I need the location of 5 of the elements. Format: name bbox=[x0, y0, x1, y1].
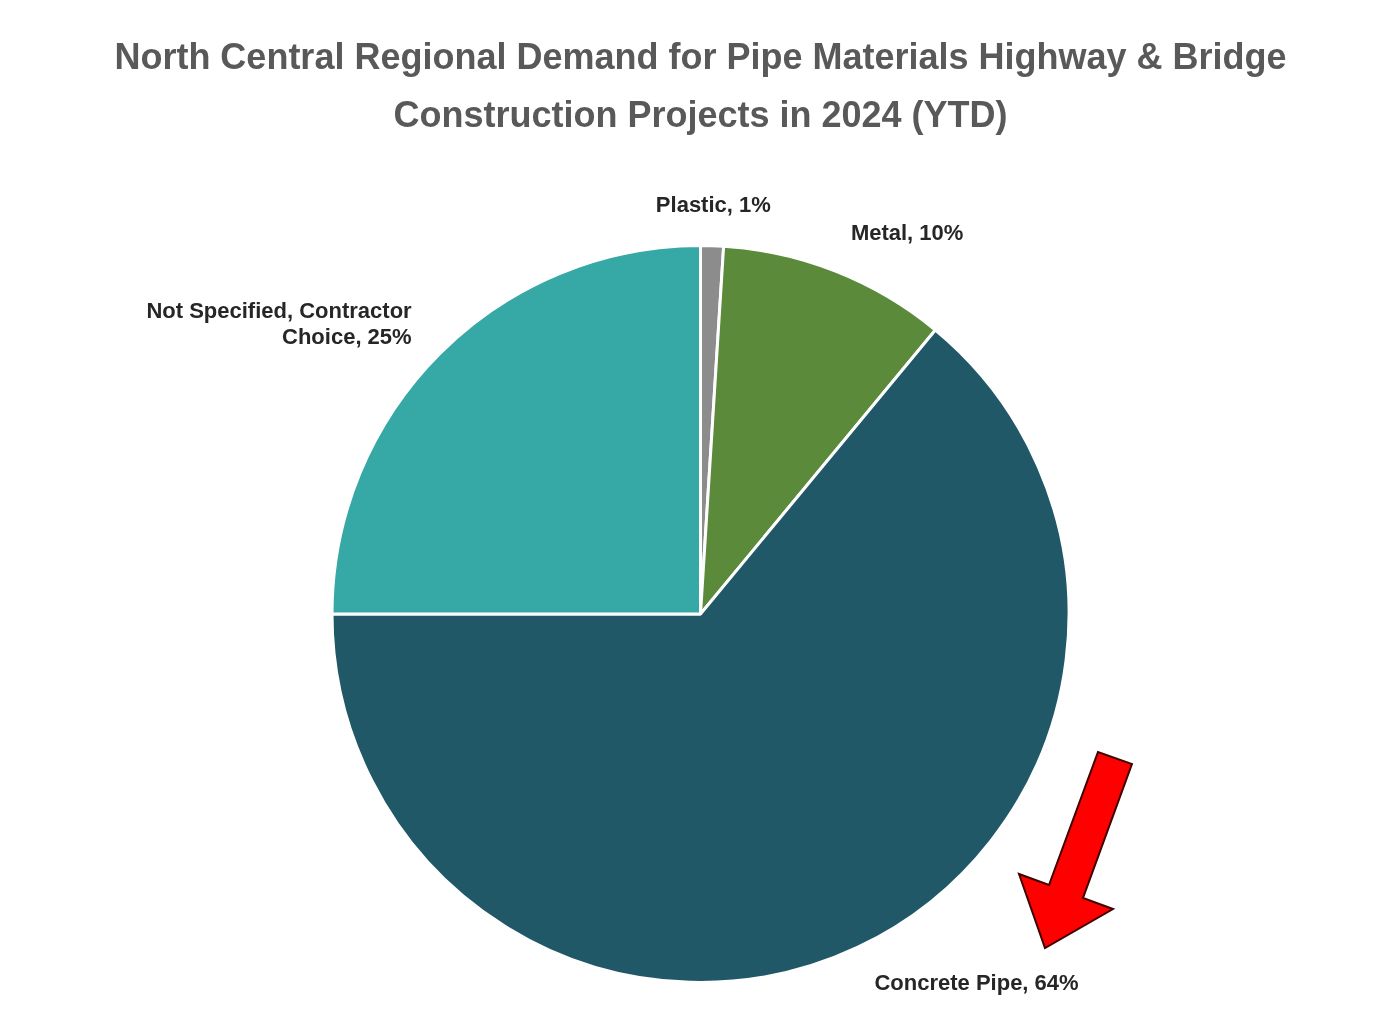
chart-title: North Central Regional Demand for Pipe Materials Highway & Bridge Construction Projects in 2024 (YTD) bbox=[113, 35, 1288, 137]
slice-label: Metal, 10% bbox=[850, 220, 964, 246]
slice-label: Concrete Pipe, 64% bbox=[874, 969, 1079, 995]
slice-label: Plastic, 1% bbox=[655, 191, 771, 217]
slice-label: Not Specified, Contractor Choice, 25% bbox=[146, 298, 413, 350]
